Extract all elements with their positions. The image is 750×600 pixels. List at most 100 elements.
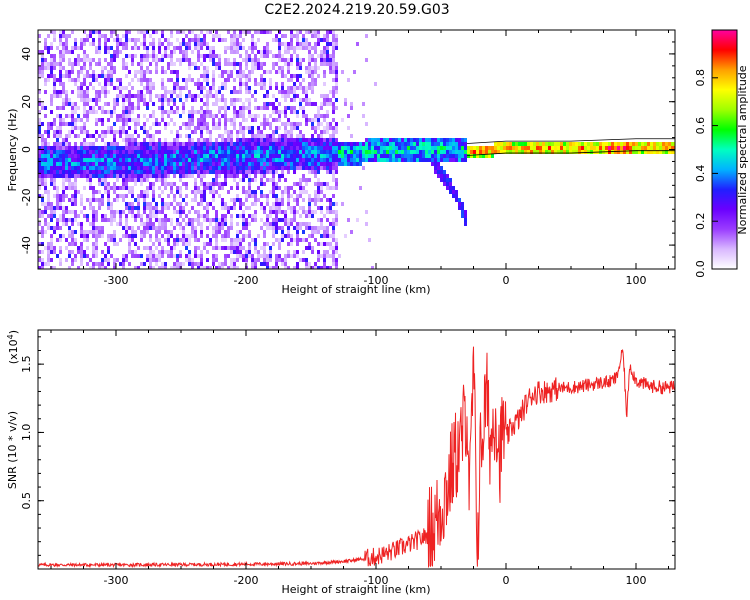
- heatmap-cell: [137, 194, 140, 198]
- heatmap-cell: [155, 58, 158, 62]
- heatmap-cell: [257, 106, 260, 110]
- heatmap-cell: [236, 110, 239, 114]
- heatmap-cell: [311, 246, 314, 250]
- heatmap-cell: [113, 190, 116, 194]
- heatmap-cell: [56, 114, 59, 118]
- heatmap-cell: [149, 98, 152, 102]
- heatmap-cell: [146, 186, 149, 190]
- heatmap-cell: [221, 82, 224, 86]
- heatmap-cell: [92, 70, 95, 74]
- heatmap-cell: [332, 62, 335, 66]
- heatmap-cell: [122, 226, 125, 230]
- heatmap-cell: [146, 66, 149, 70]
- heatmap-cell: [38, 174, 41, 178]
- heatmap-cell: [116, 154, 119, 158]
- heatmap-cell: [332, 58, 335, 62]
- heatmap-cell: [293, 158, 296, 162]
- heatmap-cell: [230, 154, 233, 158]
- heatmap-cell: [92, 250, 95, 254]
- heatmap-cell: [233, 246, 236, 250]
- heatmap-cell: [38, 102, 41, 106]
- heatmap-cell: [179, 206, 182, 210]
- heatmap-cell: [209, 46, 212, 50]
- heatmap-cell: [395, 138, 398, 142]
- heatmap-cell: [629, 146, 632, 150]
- heatmap-cell: [65, 94, 68, 98]
- heatmap-cell: [335, 146, 338, 150]
- heatmap-cell: [437, 166, 440, 170]
- heatmap-cell: [335, 82, 338, 86]
- heatmap-cell: [134, 70, 137, 74]
- heatmap-cell: [125, 186, 128, 190]
- heatmap-cell: [317, 106, 320, 110]
- heatmap-cell: [302, 142, 305, 146]
- heatmap-cell: [305, 94, 308, 98]
- heatmap-cell: [107, 166, 110, 170]
- heatmap-cell: [188, 38, 191, 42]
- heatmap-cell: [329, 66, 332, 70]
- heatmap-cell: [164, 182, 167, 186]
- heatmap-cell: [143, 38, 146, 42]
- heatmap-cell: [170, 90, 173, 94]
- heatmap-cell: [89, 162, 92, 166]
- heatmap-cell: [74, 190, 77, 194]
- heatmap-cell: [320, 266, 323, 269]
- heatmap-cell: [152, 46, 155, 50]
- heatmap-cell: [152, 198, 155, 202]
- heatmap-cell: [287, 66, 290, 70]
- heatmap-cell: [344, 150, 347, 154]
- heatmap-cell: [365, 142, 368, 146]
- heatmap-cell: [50, 226, 53, 230]
- heatmap-cell: [71, 154, 74, 158]
- heatmap-cell: [377, 154, 380, 158]
- heatmap-cell: [311, 54, 314, 58]
- heatmap-cell: [203, 166, 206, 170]
- heatmap-cell: [209, 170, 212, 174]
- heatmap-cell: [113, 198, 116, 202]
- xtick-label: -100: [364, 274, 389, 287]
- xtick-label: -200: [234, 574, 259, 587]
- heatmap-cell: [275, 142, 278, 146]
- heatmap-cell: [413, 138, 416, 142]
- heatmap-cell: [197, 150, 200, 154]
- heatmap-cell: [230, 218, 233, 222]
- heatmap-cell: [155, 170, 158, 174]
- heatmap-cell: [335, 66, 338, 70]
- heatmap-cell: [332, 222, 335, 226]
- heatmap-cell: [125, 154, 128, 158]
- heatmap-cell: [572, 150, 575, 154]
- heatmap-cell: [167, 38, 170, 42]
- heatmap-cell: [245, 78, 248, 82]
- heatmap-cell: [434, 158, 437, 162]
- heatmap-cell: [461, 150, 464, 154]
- heatmap-cell: [326, 206, 329, 210]
- heatmap-cell: [251, 266, 254, 269]
- heatmap-cell: [218, 58, 221, 62]
- heatmap-cell: [488, 146, 491, 150]
- heatmap-cell: [461, 210, 464, 214]
- heatmap-cell: [230, 186, 233, 190]
- heatmap-cell: [236, 234, 239, 238]
- heatmap-cell: [227, 234, 230, 238]
- heatmap-cell: [68, 170, 71, 174]
- heatmap-cell: [101, 154, 104, 158]
- heatmap-cell: [86, 98, 89, 102]
- heatmap-cell: [275, 254, 278, 258]
- heatmap-cell: [107, 110, 110, 114]
- heatmap-cell: [263, 126, 266, 130]
- heatmap-cell: [332, 170, 335, 174]
- heatmap-cell: [314, 202, 317, 206]
- heatmap-cell: [158, 178, 161, 182]
- heatmap-cell: [281, 226, 284, 230]
- heatmap-cell: [101, 74, 104, 78]
- heatmap-cell: [74, 162, 77, 166]
- heatmap-cell: [149, 126, 152, 130]
- heatmap-cell: [38, 166, 41, 170]
- heatmap-cell: [590, 146, 593, 150]
- heatmap-cell: [113, 138, 116, 142]
- heatmap-cell: [290, 130, 293, 134]
- heatmap-cell: [287, 202, 290, 206]
- heatmap-cell: [332, 262, 335, 266]
- heatmap-cell: [221, 154, 224, 158]
- heatmap-cell: [662, 142, 665, 146]
